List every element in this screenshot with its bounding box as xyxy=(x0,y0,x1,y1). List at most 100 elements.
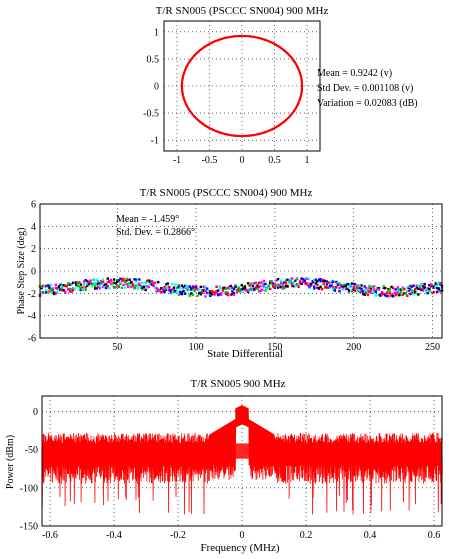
iq-point xyxy=(298,71,302,75)
phase-point xyxy=(248,284,251,287)
phase-point xyxy=(193,288,196,291)
phase-point xyxy=(254,281,258,285)
phase-point xyxy=(157,289,160,293)
iq-y-tick-label: 0 xyxy=(154,82,159,93)
phase-point xyxy=(360,284,363,287)
phase-point xyxy=(281,284,284,287)
phase-point xyxy=(265,287,269,290)
phase-point xyxy=(426,291,430,295)
iq-annotation-variation: Variation = 0.02083 (dB) xyxy=(317,98,418,109)
phase-point xyxy=(226,286,229,290)
phase-point xyxy=(164,287,168,290)
iq-point xyxy=(193,54,196,57)
phase-point xyxy=(227,285,231,289)
phase-point xyxy=(75,283,78,287)
phase-point xyxy=(242,290,245,294)
phase-point xyxy=(71,289,75,292)
phase-point xyxy=(60,285,64,288)
phase-point xyxy=(287,279,291,282)
phase-point xyxy=(84,288,87,292)
phase-point xyxy=(338,287,341,290)
phase-point xyxy=(180,292,184,296)
phase-point xyxy=(415,284,418,287)
phase-y-tick-label: 6 xyxy=(31,200,36,211)
phase-point xyxy=(169,290,173,294)
phase-point xyxy=(335,280,338,284)
phase-point xyxy=(171,291,174,295)
phase-point xyxy=(417,284,420,287)
phase-point xyxy=(101,285,105,288)
phase-point xyxy=(330,281,333,284)
phase-point xyxy=(421,285,425,288)
phase-point xyxy=(325,280,329,283)
phase-point xyxy=(240,284,243,287)
phase-point xyxy=(259,289,262,292)
phase-point xyxy=(79,286,83,290)
phase-point xyxy=(43,291,46,295)
phase-point xyxy=(264,286,267,289)
phase-point xyxy=(97,282,100,286)
phase-point xyxy=(163,289,166,292)
phase-point xyxy=(128,281,132,285)
phase-point xyxy=(396,286,400,289)
phase-point xyxy=(352,285,355,289)
phase-point xyxy=(423,282,426,286)
phase-point xyxy=(328,285,332,288)
phase-point xyxy=(235,289,239,293)
phase-point xyxy=(425,291,428,294)
phase-point xyxy=(188,285,191,288)
phase-point xyxy=(239,290,242,293)
iq-y-tick-label: 0.5 xyxy=(147,54,160,65)
phase-point xyxy=(155,290,158,293)
phase-point xyxy=(160,291,163,294)
phase-point xyxy=(246,289,250,293)
phase-point xyxy=(147,279,150,282)
phase-point xyxy=(45,289,48,292)
iq-y-tick-label: -1 xyxy=(151,136,159,147)
iq-x-tick-label: 0.5 xyxy=(268,155,281,166)
phase-point xyxy=(215,290,218,293)
phase-point xyxy=(73,281,76,284)
iq-x-tick-label: -0.5 xyxy=(202,155,218,166)
phase-point xyxy=(286,278,289,281)
phase-point xyxy=(330,284,333,287)
phase-point xyxy=(245,289,248,292)
phase-point xyxy=(231,292,234,296)
phase-point xyxy=(232,287,236,291)
phase-point xyxy=(106,284,109,288)
iq-point xyxy=(300,84,304,88)
phase-point xyxy=(157,288,160,291)
iq-point xyxy=(182,71,186,75)
iq-point xyxy=(180,84,184,88)
phase-point xyxy=(371,290,374,293)
phase-point xyxy=(204,290,207,293)
phase-point xyxy=(294,279,297,282)
phase-point xyxy=(144,288,147,292)
phase-point xyxy=(377,288,381,291)
phase-point xyxy=(207,292,210,296)
phase-point xyxy=(314,282,318,285)
phase-point xyxy=(347,290,351,294)
iq-y-tick-label: 1 xyxy=(154,27,159,38)
phase-point xyxy=(193,289,196,293)
phase-point xyxy=(220,293,223,296)
phase-x-tick-label: 200 xyxy=(346,342,361,353)
phase-point xyxy=(421,289,425,292)
phase-point xyxy=(333,289,336,292)
phase-y-tick-label: -2 xyxy=(28,289,36,300)
phase-point xyxy=(188,294,191,297)
spectrum-x-tick-label: 0 xyxy=(240,530,245,541)
spectrum-y-tick-label: -100 xyxy=(20,483,38,494)
phase-point xyxy=(373,285,376,288)
phase-point xyxy=(439,283,442,286)
phase-point xyxy=(171,282,174,286)
phase-point xyxy=(224,292,228,295)
phase-point xyxy=(81,286,84,289)
phase-point xyxy=(319,279,322,283)
phase-point xyxy=(369,288,373,292)
phase-point xyxy=(363,293,366,296)
phase-point xyxy=(325,283,329,286)
phase-point xyxy=(212,292,215,296)
phase-point xyxy=(147,285,150,289)
phase-point xyxy=(182,285,185,289)
